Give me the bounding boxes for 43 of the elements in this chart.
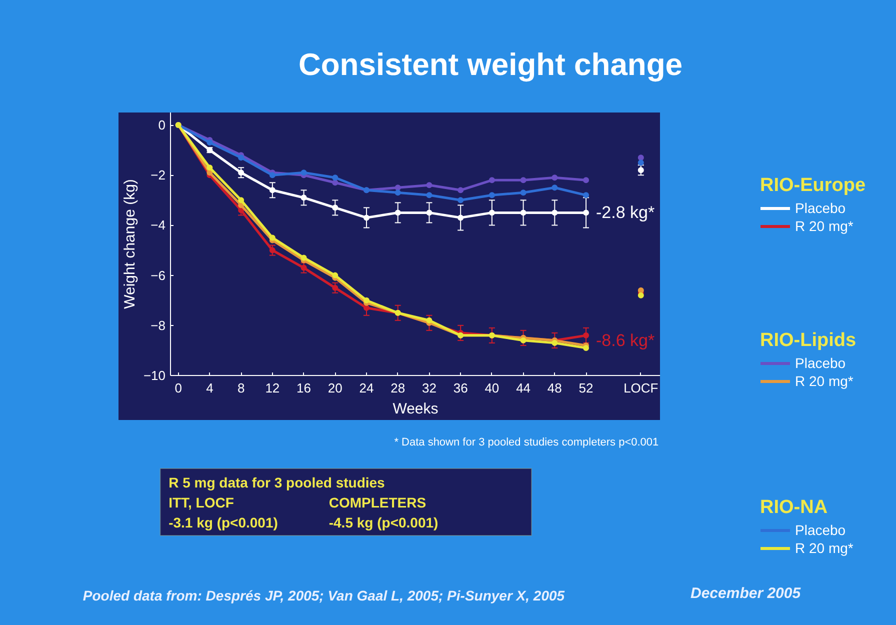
y-tick-label: −4 (150, 218, 166, 233)
text: ITT, LOCF (168, 494, 234, 510)
y-tick-label: −6 (150, 268, 166, 283)
x-tick-label: 0 (174, 380, 182, 396)
text: COMPLETERS (328, 494, 426, 510)
x-tick-label: 48 (547, 380, 562, 396)
annotation: -8.6 kg* (596, 330, 655, 350)
text: Pooled data from: Després JP, 2005; Van Gaal L, 2005; Pi-Sunyer X, 2005 (82, 588, 565, 604)
y-tick-label: 0 (158, 118, 166, 133)
x-tick-label: 28 (390, 380, 406, 396)
x-tick-label: 32 (422, 380, 436, 396)
y-axis-title: Weight change (kg) (121, 179, 138, 309)
legend-label: Placebo (795, 521, 846, 539)
x-tick-label: 12 (265, 380, 280, 396)
text: R 5 mg data for 3 pooled studies (168, 474, 386, 490)
x-tick-label: 20 (328, 380, 342, 396)
legend-label: Placebo (795, 199, 846, 217)
x-tick-label: 16 (296, 380, 312, 396)
legend-label: Placebo (795, 354, 846, 372)
x-axis-title: Weeks (392, 400, 438, 418)
text: RIO-Lipids (760, 330, 856, 352)
x-tick-label: 44 (516, 380, 531, 396)
x-tick-label: LOCF (624, 380, 658, 396)
y-tick-label: −2 (150, 168, 166, 183)
x-tick-label: 36 (453, 380, 468, 396)
y-tick-label: −10 (143, 368, 166, 383)
x-tick-label: 40 (484, 380, 500, 396)
text: -4.5 kg (p<0.001) (328, 514, 438, 530)
legend-label: R 20 mg* (795, 217, 854, 235)
text: -3.1 kg (p<0.001) (168, 514, 278, 530)
chart-title: Consistent weight change (298, 47, 683, 82)
x-tick-label: 4 (206, 380, 214, 396)
y-tick-label: −8 (150, 318, 166, 333)
text: December 2005 (690, 585, 802, 602)
x-tick-label: 8 (237, 380, 245, 396)
legend-label: R 20 mg* (795, 372, 854, 390)
text: RIO-NA (760, 497, 829, 519)
x-tick-label: 24 (359, 380, 374, 396)
annotation: -2.8 kg* (596, 203, 655, 222)
x-tick-label: 52 (578, 380, 594, 396)
legend-label: R 20 mg* (795, 539, 854, 557)
text: * Data shown for 3 pooled studies completers p<0.001 (394, 436, 659, 448)
text: RIO-Europe (760, 175, 866, 197)
